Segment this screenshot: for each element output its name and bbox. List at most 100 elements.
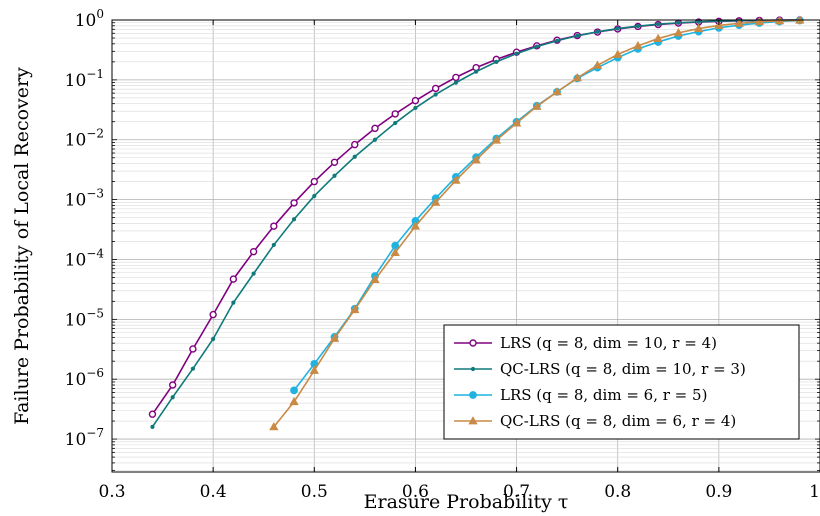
- x-tick-label: 0.9: [705, 482, 732, 502]
- data-point: [211, 336, 216, 342]
- y-tick-label: 10−6: [65, 366, 104, 390]
- data-point: [371, 124, 379, 133]
- data-point: [676, 20, 681, 25]
- data-point: [451, 175, 461, 184]
- x-tick-label: 0.7: [503, 482, 530, 502]
- x-tick-label: 0.4: [200, 482, 227, 502]
- axis-ticks: 0.3 0.4 0.5 0.6 0.7 0.8 0.9 1 100 10−1 10−2 10−3 10−…: [65, 7, 820, 502]
- legend-label: QC-LRS (q = 8, dim = 6, r = 4): [500, 412, 736, 430]
- data-point: [330, 158, 339, 166]
- data-point: [633, 41, 643, 50]
- x-axis-title: Erasure Probability τ: [364, 491, 569, 513]
- legend-box: [443, 324, 800, 440]
- y-tick-label: 10−5: [65, 306, 104, 330]
- data-point: [271, 242, 276, 248]
- x-tick-label: 0.3: [98, 482, 125, 502]
- legend-entry: LRS (q = 8, dim = 10, r = 4): [454, 334, 717, 352]
- data-point: [572, 73, 582, 82]
- data-point: [312, 193, 317, 199]
- data-point: [309, 365, 319, 374]
- data-point: [310, 177, 318, 186]
- data-point: [352, 154, 357, 159]
- data-point: [329, 333, 340, 342]
- data-point: [351, 140, 359, 149]
- data-point: [552, 87, 562, 96]
- data-point: [635, 24, 641, 29]
- data-point: [291, 217, 297, 222]
- legend-swatch-marker: [468, 416, 478, 425]
- data-point: [390, 247, 400, 257]
- data-point: [592, 60, 603, 69]
- data-point: [534, 44, 539, 49]
- legend-label: LRS (q = 8, dim = 10, r = 4): [500, 334, 717, 352]
- legend-swatch-marker: [469, 391, 477, 399]
- data-point: [494, 59, 499, 64]
- legend-entry: QC-LRS (q = 8, dim = 6, r = 4): [454, 412, 736, 430]
- series-lines: [148, 15, 805, 431]
- data-point: [148, 410, 157, 418]
- y-tick-label: 100: [75, 7, 104, 31]
- series-4: [269, 15, 805, 431]
- x-tick-label: 1: [809, 482, 820, 502]
- data-point: [453, 80, 458, 85]
- data-point: [554, 38, 560, 43]
- data-point: [471, 155, 481, 164]
- data-point: [170, 395, 175, 400]
- legend: LRS (q = 8, dim = 10, r = 4) QC-LRS (q = …: [443, 324, 800, 440]
- data-point: [350, 304, 360, 314]
- y-tick-label: 10−1: [65, 67, 104, 91]
- data-point: [413, 105, 418, 111]
- data-point: [393, 120, 398, 126]
- data-point: [229, 275, 238, 283]
- data-point: [370, 274, 380, 284]
- data-point: [290, 199, 298, 207]
- data-point: [734, 18, 744, 27]
- data-point: [430, 197, 441, 206]
- x-tick-label: 0.6: [402, 482, 429, 502]
- series-2: [150, 17, 802, 429]
- data-point: [372, 137, 378, 142]
- y-tick-label: 10−3: [65, 187, 104, 211]
- data-point: [269, 422, 279, 431]
- data-point: [251, 271, 256, 276]
- data-point: [532, 101, 542, 110]
- data-point: [231, 300, 236, 305]
- legend-entry: LRS (q = 8, dim = 6, r = 5): [454, 386, 707, 404]
- x-tick-label: 0.5: [301, 482, 328, 502]
- y-axis-title: Failure Probability of Local Recovery: [11, 67, 33, 425]
- data-point: [290, 386, 298, 395]
- data-point: [673, 28, 684, 37]
- data-point: [595, 29, 600, 34]
- y-tick-label: 10−4: [65, 246, 105, 270]
- data-point: [209, 310, 217, 319]
- data-point: [190, 366, 196, 371]
- data-point: [249, 247, 258, 256]
- legend-swatch-marker: [469, 339, 477, 347]
- data-point: [656, 22, 661, 27]
- data-point: [575, 33, 580, 38]
- data-point: [168, 381, 177, 389]
- data-point: [696, 19, 701, 24]
- data-point: [332, 173, 337, 178]
- x-tick-label: 0.8: [604, 482, 631, 502]
- data-point: [410, 221, 421, 230]
- legend-entry: QC-LRS (q = 8, dim = 10, r = 3): [454, 360, 746, 378]
- data-point: [754, 16, 765, 26]
- data-point: [150, 424, 155, 429]
- data-point: [411, 96, 420, 105]
- legend-label: QC-LRS (q = 8, dim = 10, r = 3): [500, 360, 746, 378]
- data-point: [391, 110, 399, 118]
- data-point: [693, 23, 704, 32]
- data-point: [613, 49, 623, 58]
- data-point: [433, 92, 438, 97]
- data-point: [615, 26, 620, 31]
- legend-swatch-marker: [470, 366, 476, 372]
- y-tick-label: 10−7: [65, 426, 104, 450]
- data-point: [189, 345, 197, 353]
- data-point: [491, 135, 502, 144]
- data-point: [431, 84, 440, 93]
- legend-label: LRS (q = 8, dim = 6, r = 5): [500, 386, 707, 404]
- data-point: [474, 69, 479, 74]
- y-tick-label: 10−2: [65, 127, 104, 151]
